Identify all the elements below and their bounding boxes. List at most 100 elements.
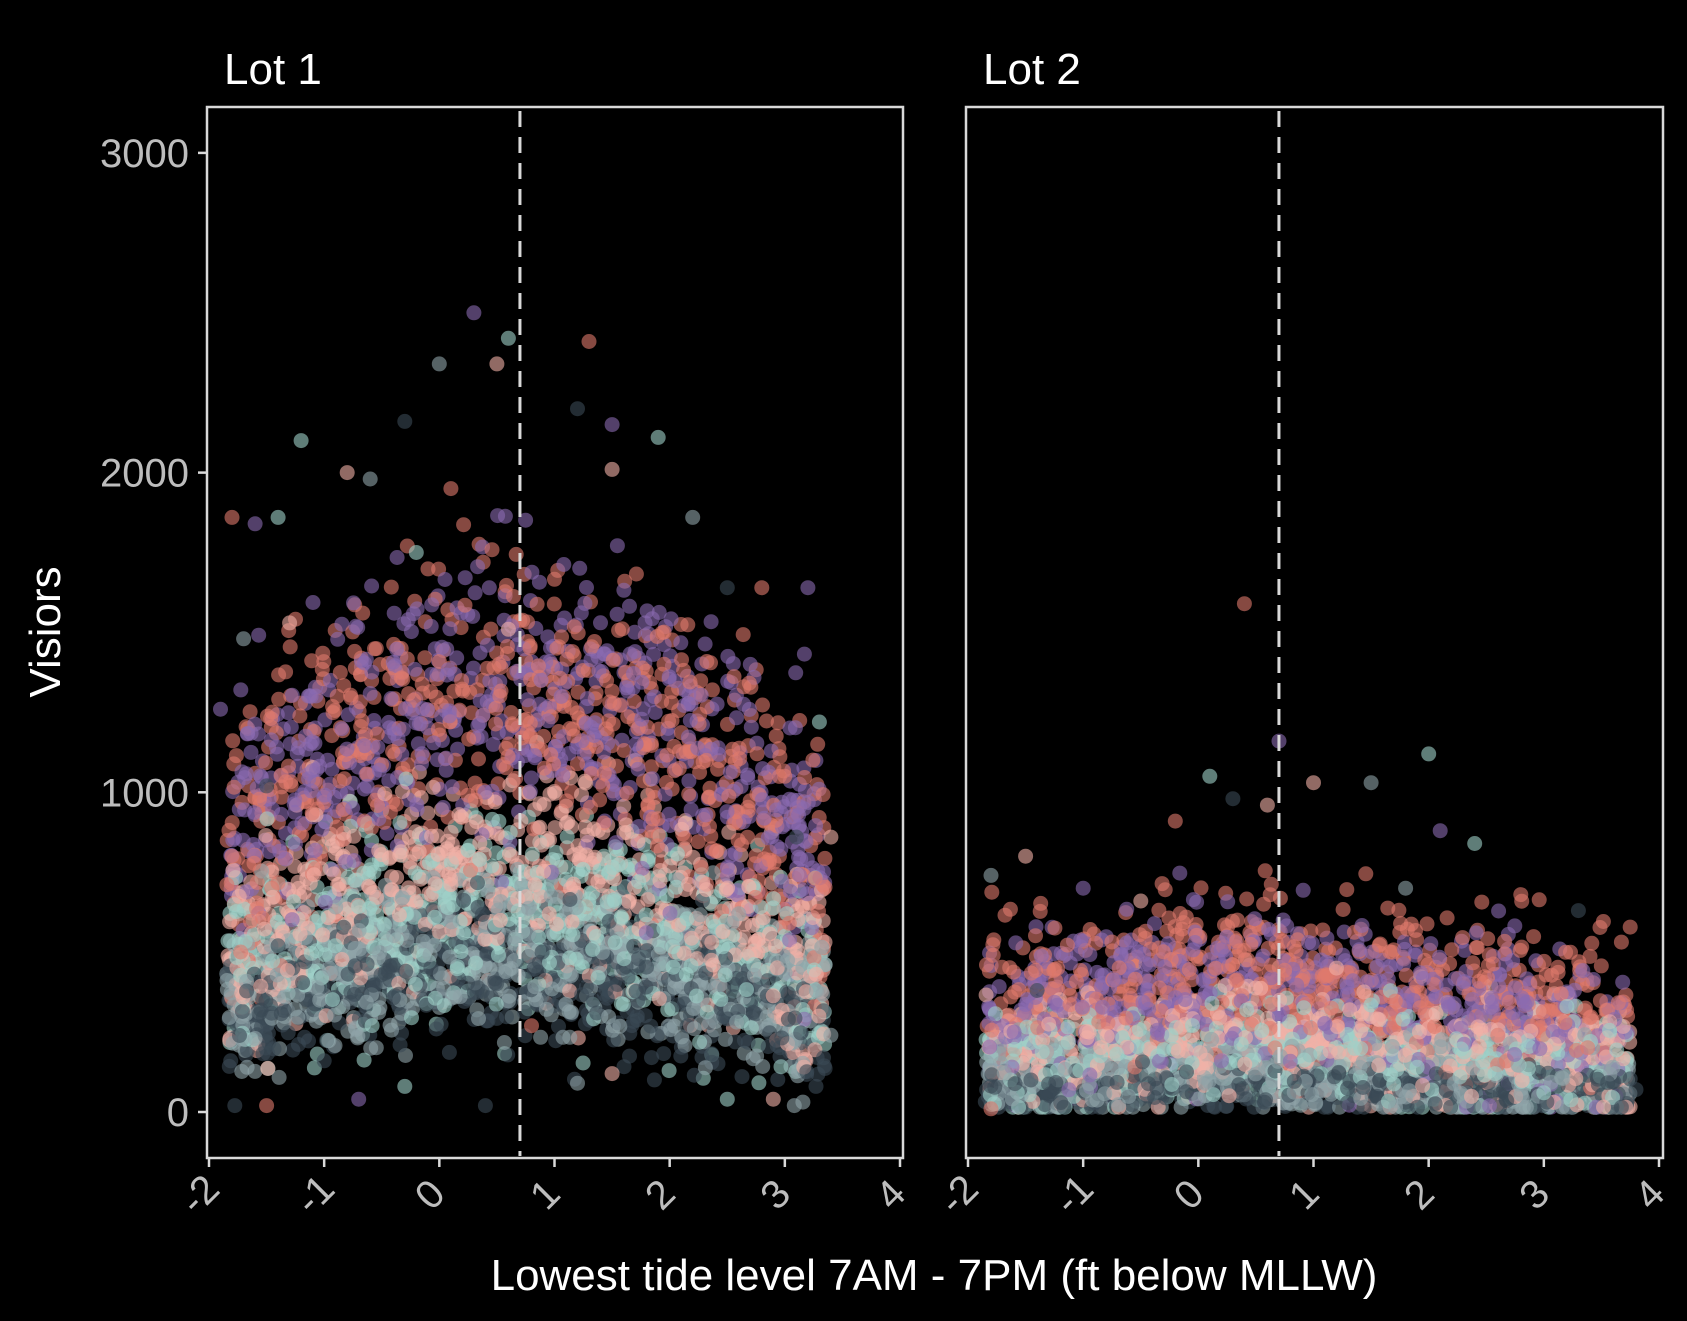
data-point — [219, 877, 235, 893]
data-point — [386, 928, 402, 943]
data-point — [441, 708, 457, 724]
data-point — [721, 788, 737, 804]
data-point — [574, 807, 590, 823]
data-point — [703, 614, 719, 630]
data-point — [559, 651, 575, 667]
data-point — [441, 1044, 457, 1060]
data-point — [616, 798, 632, 814]
data-point — [765, 988, 781, 1004]
data-point — [228, 904, 244, 920]
data-point — [579, 827, 595, 843]
data-point — [332, 773, 348, 789]
data-point — [451, 807, 467, 823]
data-point — [811, 903, 826, 919]
data-point — [663, 1022, 679, 1038]
data-point — [659, 747, 675, 763]
data-point — [430, 847, 446, 862]
data-point — [330, 631, 346, 647]
data-point — [364, 1018, 380, 1034]
data-point — [604, 461, 620, 477]
data-point — [569, 705, 585, 721]
data-point — [443, 481, 459, 497]
data-point — [392, 847, 408, 863]
data-point — [671, 760, 687, 776]
data-point — [540, 713, 556, 729]
data-point — [755, 697, 770, 713]
data-point — [286, 894, 301, 910]
data-point — [350, 620, 366, 635]
data-point — [649, 629, 665, 644]
data-point — [765, 1091, 781, 1107]
data-point — [734, 1069, 750, 1085]
data-point — [656, 656, 672, 672]
data-point — [373, 967, 389, 983]
data-point — [362, 471, 378, 487]
data-point — [736, 1032, 752, 1048]
data-point — [593, 615, 608, 631]
data-point — [747, 889, 763, 905]
data-point — [619, 859, 635, 875]
data-point — [522, 784, 538, 800]
data-point — [359, 778, 375, 794]
data-point — [429, 666, 445, 682]
data-point — [626, 1013, 642, 1029]
data-point — [391, 907, 407, 923]
data-point — [436, 980, 452, 996]
data-point — [442, 621, 458, 637]
data-point — [546, 596, 562, 612]
data-point — [258, 828, 274, 843]
data-point — [717, 967, 733, 983]
data-point — [484, 542, 500, 558]
data-point — [471, 1011, 486, 1027]
data-point — [444, 779, 460, 795]
data-point — [488, 700, 504, 716]
data-point — [290, 1037, 306, 1052]
data-point — [334, 616, 350, 632]
data-point — [243, 744, 259, 760]
data-point — [748, 848, 764, 864]
data-point — [493, 659, 509, 675]
data-point — [219, 982, 235, 997]
data-point — [305, 763, 321, 779]
data-point — [257, 921, 272, 937]
data-point — [484, 858, 500, 874]
data-point — [466, 660, 481, 676]
data-point — [431, 924, 447, 940]
data-point — [226, 779, 242, 795]
data-point — [531, 574, 547, 590]
data-point — [247, 1031, 263, 1046]
data-point — [475, 707, 491, 723]
panel-1-points — [213, 305, 839, 1114]
data-point — [381, 773, 397, 789]
data-point — [781, 915, 797, 931]
data-point — [532, 819, 548, 835]
data-point — [552, 670, 568, 686]
data-point — [500, 1047, 516, 1063]
data-point — [347, 941, 363, 956]
data-point — [1526, 929, 1542, 945]
data-point — [364, 857, 380, 873]
data-point — [489, 356, 505, 372]
data-point — [644, 771, 660, 787]
data-point — [306, 867, 322, 883]
data-point — [628, 983, 644, 999]
data-point — [461, 731, 477, 747]
data-point — [492, 912, 508, 928]
data-point — [808, 983, 824, 999]
data-point — [577, 595, 593, 611]
data-point — [536, 797, 552, 813]
data-point — [411, 844, 427, 860]
data-point — [543, 888, 559, 904]
data-point — [683, 958, 699, 974]
data-point — [659, 888, 675, 904]
data-point — [661, 1063, 677, 1079]
data-point — [259, 811, 275, 827]
data-point — [346, 595, 361, 611]
data-point — [247, 516, 263, 532]
data-point — [562, 1029, 578, 1045]
data-point — [225, 862, 241, 878]
data-point — [523, 770, 539, 786]
data-point — [334, 721, 350, 737]
data-point — [606, 892, 622, 908]
data-point — [628, 736, 644, 752]
